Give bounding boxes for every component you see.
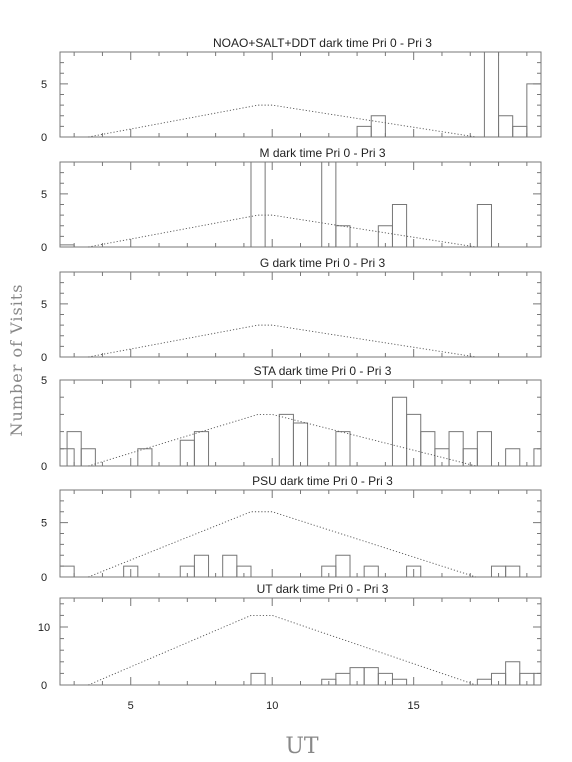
y-tick-label: 0 bbox=[41, 352, 47, 364]
y-tick-label: 0 bbox=[41, 461, 47, 473]
histogram-bar bbox=[137, 448, 153, 466]
histogram-bar bbox=[391, 204, 408, 247]
histogram-bar bbox=[250, 672, 266, 685]
histogram-bar bbox=[193, 431, 210, 466]
histogram-bar bbox=[250, 161, 266, 247]
histogram-bar bbox=[335, 225, 351, 247]
y-tick-label: 0 bbox=[41, 242, 47, 254]
availability-curve bbox=[88, 511, 477, 578]
histogram-bar bbox=[335, 672, 351, 685]
x-tick-label: 15 bbox=[408, 700, 420, 712]
y-axis-label: Number of Visits bbox=[7, 284, 26, 437]
panel-frame bbox=[59, 271, 542, 358]
y-tick-label: 5 bbox=[41, 299, 47, 311]
histogram-bar bbox=[476, 678, 492, 685]
availability-curve bbox=[88, 614, 477, 686]
histogram-bar bbox=[335, 431, 351, 466]
histogram-bar bbox=[363, 565, 379, 577]
histogram-bar bbox=[526, 83, 542, 137]
histogram-bar bbox=[363, 667, 379, 685]
histogram-bar bbox=[533, 672, 542, 685]
histogram-bar bbox=[193, 554, 210, 577]
panel-title: PSU dark time Pri 0 - Pri 3 bbox=[252, 474, 393, 488]
availability-curve bbox=[88, 324, 476, 358]
histogram-bar bbox=[391, 396, 408, 466]
panel-title: UT dark time Pri 0 - Pri 3 bbox=[257, 582, 389, 596]
histogram-bar bbox=[123, 565, 139, 577]
panel-title: STA dark time Pri 0 - Pri 3 bbox=[254, 364, 392, 378]
histogram-bar bbox=[420, 431, 436, 466]
histogram-bar bbox=[505, 565, 521, 577]
panel-1: NOAO+SALT+DDT dark time Pri 0 - Pri 3 0 5 bbox=[41, 36, 542, 144]
histogram-bar bbox=[505, 661, 521, 685]
panel-2: M dark time Pri 0 - Pri 3 0 5 bbox=[41, 146, 542, 254]
histogram-bar bbox=[59, 565, 75, 577]
y-tick-label: 5 bbox=[41, 518, 47, 530]
panel-3: G dark time Pri 0 - Pri 3 0 5 bbox=[41, 256, 542, 364]
histogram-bar bbox=[278, 413, 294, 466]
histogram-bar bbox=[498, 115, 514, 137]
panel-frame bbox=[59, 161, 542, 248]
panel-4: STA dark time Pri 0 - Pri 3 0 5 bbox=[41, 364, 542, 473]
x-tick-label: 10 bbox=[266, 700, 278, 712]
availability-curve bbox=[88, 104, 476, 138]
histogram-bar bbox=[476, 431, 492, 466]
y-tick-label: 0 bbox=[41, 680, 47, 692]
histogram-bar bbox=[406, 565, 422, 577]
y-tick-label: 5 bbox=[41, 375, 47, 387]
histogram-bar bbox=[533, 448, 542, 466]
panel-6: UT dark time Pri 0 - Pri 3 0 10 5 10 15 bbox=[38, 582, 542, 712]
histogram-bar bbox=[370, 115, 386, 137]
histogram-bar bbox=[80, 448, 96, 466]
histogram-bar bbox=[483, 51, 500, 137]
histogram-bar bbox=[505, 448, 521, 466]
availability-curve bbox=[88, 214, 476, 248]
histogram-bar bbox=[391, 678, 408, 685]
panel-frame bbox=[59, 597, 542, 686]
histogram-bar bbox=[476, 204, 492, 247]
panels-group: NOAO+SALT+DDT dark time Pri 0 - Pri 305M… bbox=[38, 36, 542, 712]
y-tick-label: 10 bbox=[38, 622, 50, 634]
x-axis-label: UT bbox=[285, 734, 319, 759]
histogram-bar bbox=[321, 161, 337, 247]
x-tick-label: 5 bbox=[128, 700, 134, 712]
y-tick-label: 0 bbox=[41, 572, 47, 584]
histogram-bar bbox=[356, 125, 372, 137]
histogram-bar bbox=[236, 565, 252, 577]
histogram-bar bbox=[222, 554, 238, 577]
histogram-bar bbox=[335, 554, 351, 577]
panel-5: PSU dark time Pri 0 - Pri 3 0 5 bbox=[41, 474, 542, 584]
histogram-bar bbox=[512, 125, 528, 137]
panel-title: G dark time Pri 0 - Pri 3 bbox=[260, 256, 386, 270]
panel-title: M dark time Pri 0 - Pri 3 bbox=[259, 146, 385, 160]
histogram-bar bbox=[59, 244, 75, 247]
panel-title: NOAO+SALT+DDT dark time Pri 0 - Pri 3 bbox=[213, 36, 432, 50]
panel-frame bbox=[59, 51, 542, 138]
panel-frame bbox=[59, 489, 542, 578]
y-tick-label: 0 bbox=[41, 132, 47, 144]
y-tick-label: 5 bbox=[41, 189, 47, 201]
availability-curve bbox=[88, 413, 477, 467]
y-tick-label: 5 bbox=[41, 79, 47, 91]
histogram-bar bbox=[292, 422, 309, 466]
